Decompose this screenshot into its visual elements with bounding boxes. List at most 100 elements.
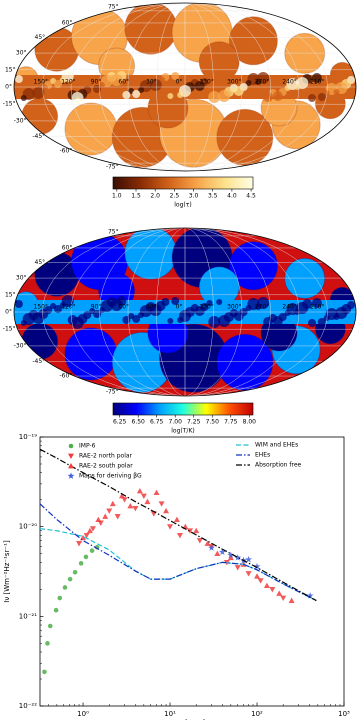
longitude-label: 60° (118, 304, 129, 311)
longitude-label: 150° (34, 304, 48, 311)
plane-spot (20, 95, 27, 101)
data-point (89, 548, 95, 553)
data-point (127, 503, 134, 509)
longitude-label: 210° (310, 79, 324, 86)
data-point (234, 565, 241, 571)
plane-spot (110, 299, 123, 311)
longitude-label: 90° (91, 79, 102, 86)
data-point (253, 562, 261, 570)
sky-map: 75° 60° 45° 30° 15° 0° -15° -30° -45° -60° -75° 150… (3, 2, 357, 172)
plane-spot (98, 82, 105, 88)
plane-spot (194, 306, 205, 316)
data-point (227, 551, 235, 559)
latitude-label: 60° (62, 19, 73, 26)
x-tick-label: 10² (251, 710, 263, 718)
plane-spot (149, 304, 162, 316)
legend-marker (67, 472, 75, 479)
latitude-label: -30° (14, 342, 27, 349)
data-point (72, 569, 78, 575)
colorbar-tick-label: 7.25 (187, 419, 201, 426)
latitude-label: 15° (5, 66, 16, 73)
colorbar-tick-label: 7.75 (224, 419, 238, 426)
plane-spot (263, 317, 274, 327)
data-point (218, 548, 226, 556)
map-region (284, 32, 326, 74)
data-point (227, 554, 234, 561)
latitude-label: 45° (35, 259, 46, 266)
colorbar-tick-label: 7.00 (169, 419, 183, 426)
plane-spot (122, 91, 131, 99)
longitude-label: 270° (255, 304, 269, 311)
plane-spot (255, 304, 262, 310)
longitude-label: 120° (61, 79, 75, 86)
plane-spot (317, 318, 326, 326)
longitude-label: 240° (282, 79, 296, 86)
x-tick-label: 10³ (338, 710, 350, 718)
plane-spot (132, 315, 141, 323)
plane-spot (233, 311, 244, 321)
data-point (196, 538, 203, 544)
data-point (187, 528, 194, 534)
latitude-label: -15° (3, 326, 16, 333)
data-point (144, 498, 151, 505)
plane-spot (138, 87, 145, 93)
latitude-label: -45° (32, 358, 45, 365)
longitude-label: 330° (199, 79, 213, 86)
data-point (257, 578, 264, 584)
colorbar-tick-label: 2.5 (170, 193, 180, 200)
longitude-label: 300° (227, 79, 241, 86)
plane-spot (245, 305, 252, 311)
plane-spot (233, 86, 244, 96)
longitude-label: 30° (146, 79, 157, 86)
y-tick-label: 10⁻²² (19, 702, 37, 710)
data-point (118, 492, 125, 499)
colorbar-tick-label: 7.50 (206, 419, 220, 426)
data-point (78, 561, 84, 566)
longitude-label: 30° (146, 304, 157, 311)
map-region (21, 97, 59, 135)
longitude-label: 330° (199, 304, 213, 311)
colorbar-tick-label: 1.0 (112, 193, 122, 200)
longitude-label: 60° (118, 79, 129, 86)
legend-label: RAE-2 north polar (79, 453, 133, 460)
latitude-label: 0° (5, 84, 12, 91)
latitude-label: 30° (16, 50, 27, 57)
data-point (204, 540, 211, 546)
plane-spot (218, 90, 231, 102)
latitude-label: -75° (106, 164, 119, 171)
plane-spot (177, 92, 184, 98)
data-point (214, 550, 221, 557)
data-point (234, 554, 242, 561)
map-region (228, 241, 278, 291)
y-axis-label: Iν [Wm⁻²Hz⁻¹sr⁻¹] (3, 540, 11, 603)
data-point (89, 526, 96, 532)
data-point (208, 544, 215, 551)
data-point (254, 573, 261, 579)
colorbar-tick-label: 3.5 (208, 193, 218, 200)
data-point (86, 527, 93, 534)
data-point (245, 571, 252, 577)
plane-spot (171, 297, 180, 305)
data-point (132, 505, 139, 512)
plane-spot (167, 93, 174, 99)
plane-spot (323, 90, 330, 96)
plane-spot (245, 80, 252, 86)
map-outline (13, 2, 357, 172)
legend-label: Absorption free (255, 462, 302, 469)
latitude-label: -60° (60, 148, 73, 155)
plane-spot (20, 320, 27, 326)
plane-spot (149, 79, 162, 91)
data-point (173, 516, 180, 522)
plane-spot (194, 81, 205, 91)
longitude-label: 210° (310, 304, 324, 311)
plane-spot (284, 85, 291, 91)
plane-spot (138, 312, 145, 318)
colorbar-tick-label: 3.0 (189, 193, 199, 200)
colorbar-tick-label: 6.50 (132, 419, 146, 426)
plane-spot (206, 300, 213, 306)
data-point (62, 585, 68, 590)
plane-spot (59, 77, 66, 83)
data-point (167, 524, 174, 530)
plane-spot (71, 317, 84, 329)
longitude-label: 90° (91, 304, 102, 311)
